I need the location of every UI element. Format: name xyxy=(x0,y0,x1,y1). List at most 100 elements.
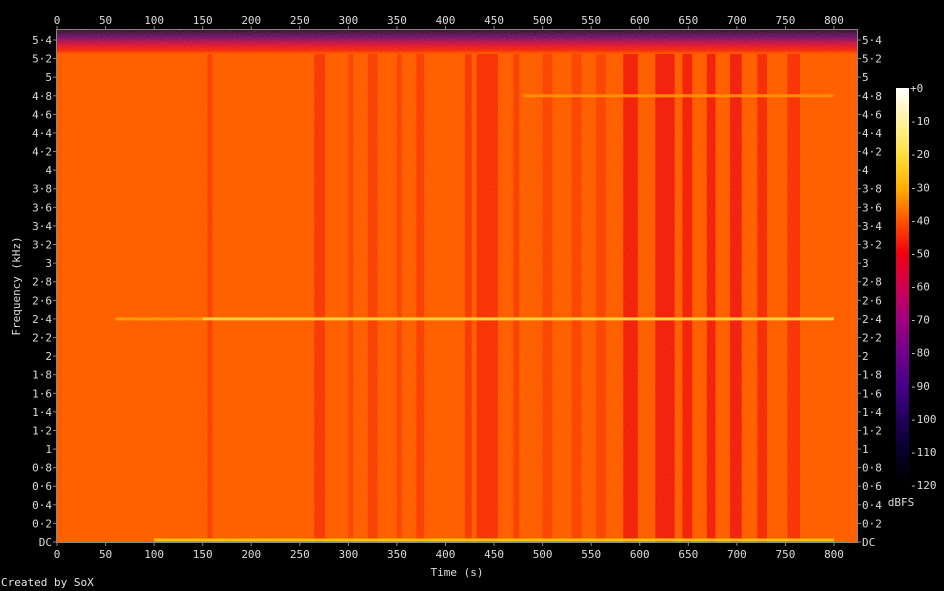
created-by-credit: Created by SoX xyxy=(1,576,94,589)
y-tick-label-left: 2·6 xyxy=(32,294,52,307)
colorbar-tick-label: -90 xyxy=(910,380,930,393)
x-tick-label-bottom: 100 xyxy=(144,548,164,561)
y-tick-label-left: 2 xyxy=(45,350,52,363)
y-tick-label-left: 1·4 xyxy=(32,406,52,419)
y-tick-label-left: 2·8 xyxy=(32,276,52,289)
y-tick-label-left: DC xyxy=(39,536,52,549)
y-tick-label-right: 3·6 xyxy=(862,201,882,214)
y-tick-label-left: 4·6 xyxy=(32,108,52,121)
x-tick-label-bottom: 350 xyxy=(387,548,407,561)
x-tick-label-top: 250 xyxy=(290,14,310,27)
colorbar-tick-label: -50 xyxy=(910,247,930,260)
y-tick-label-left: 2·2 xyxy=(32,331,52,344)
y-tick-label-right: 1·8 xyxy=(862,369,882,382)
y-axis-label: Frequency (kHz) xyxy=(10,236,23,335)
x-tick-label-top: 300 xyxy=(338,14,358,27)
y-tick-label-left: 0·6 xyxy=(32,480,52,493)
y-tick-label-right: 0·2 xyxy=(862,517,882,530)
y-tick-label-right: 4 xyxy=(862,164,869,177)
colorbar-tick-label: -100 xyxy=(910,413,937,426)
y-tick-label-left: 3·4 xyxy=(32,220,52,233)
x-tick-label-top: 750 xyxy=(776,14,796,27)
y-tick-label-right: 4·8 xyxy=(862,90,882,103)
y-tick-label-right: 5·2 xyxy=(862,53,882,66)
x-tick-label-bottom: 400 xyxy=(436,548,456,561)
x-tick-label-bottom: 600 xyxy=(630,548,650,561)
y-tick-label-right: 3 xyxy=(862,257,869,270)
y-tick-label-right: 0·6 xyxy=(862,480,882,493)
colorbar-tick-label: +0 xyxy=(910,82,923,95)
x-tick-label-top: 800 xyxy=(824,14,844,27)
y-tick-label-right: 4·6 xyxy=(862,108,882,121)
y-tick-label-right: 2·4 xyxy=(862,313,882,326)
y-tick-label-right: 0·4 xyxy=(862,499,882,512)
colorbar-tick-label: -20 xyxy=(910,148,930,161)
y-tick-label-left: 4·4 xyxy=(32,127,52,140)
x-tick-label-top: 600 xyxy=(630,14,650,27)
y-tick-label-right: 2·2 xyxy=(862,331,882,344)
y-tick-label-left: 5·2 xyxy=(32,53,52,66)
x-tick-label-bottom: 700 xyxy=(727,548,747,561)
x-tick-label-top: 450 xyxy=(484,14,504,27)
plot-frame xyxy=(56,29,858,543)
y-tick-label-right: 2·6 xyxy=(862,294,882,307)
noise-texture xyxy=(57,30,857,542)
x-tick-label-top: 150 xyxy=(193,14,213,27)
colorbar-tick-label: -30 xyxy=(910,181,930,194)
y-tick-label-right: 1 xyxy=(862,443,869,456)
y-tick-label-right: DC xyxy=(862,536,875,549)
y-tick-label-right: 3·8 xyxy=(862,183,882,196)
y-tick-label-left: 4 xyxy=(45,164,52,177)
y-tick-label-right: 1·4 xyxy=(862,406,882,419)
x-tick-label-bottom: 750 xyxy=(776,548,796,561)
x-tick-label-bottom: 450 xyxy=(484,548,504,561)
colorbar-tick-label: -120 xyxy=(910,479,937,492)
axes: 0 0 50 50 100 100 150 150 200 200 250 250 300 300 350 3… xyxy=(32,14,882,561)
x-axis-label: Time (s) xyxy=(431,566,484,579)
x-tick-label-top: 100 xyxy=(144,14,164,27)
x-tick-label-top: 500 xyxy=(533,14,553,27)
x-tick-label-bottom: 200 xyxy=(241,548,261,561)
x-tick-label-bottom: 650 xyxy=(678,548,698,561)
y-tick-label-right: 0·8 xyxy=(862,462,882,475)
y-tick-label-left: 1·2 xyxy=(32,424,52,437)
colorbar-tick-label: -70 xyxy=(910,314,930,327)
x-tick-label-bottom: 50 xyxy=(99,548,112,561)
x-tick-label-bottom: 500 xyxy=(533,548,553,561)
colorbar-ticks: +0 -10 -20 -30 -40 -50 -60 -70 -80 -90 -100 -110 -12… xyxy=(910,82,937,492)
y-tick-label-left: 1 xyxy=(45,443,52,456)
y-tick-label-left: 5 xyxy=(45,71,52,84)
colorbar-tick-label: -10 xyxy=(910,115,930,128)
y-tick-label-left: 5·4 xyxy=(32,34,52,47)
y-tick-label-left: 3·8 xyxy=(32,183,52,196)
colorbar xyxy=(896,88,909,485)
y-tick-label-left: 0·2 xyxy=(32,517,52,530)
y-tick-label-right: 5·4 xyxy=(862,34,882,47)
y-tick-label-left: 0·8 xyxy=(32,462,52,475)
y-tick-label-right: 3·4 xyxy=(862,220,882,233)
y-tick-label-left: 3·6 xyxy=(32,201,52,214)
y-tick-label-right: 4·2 xyxy=(862,146,882,159)
colorbar-tick-label: -60 xyxy=(910,281,930,294)
x-tick-label-top: 50 xyxy=(99,14,112,27)
y-tick-label-right: 1·6 xyxy=(862,387,882,400)
x-tick-label-top: 200 xyxy=(241,14,261,27)
colorbar-tick-label: -40 xyxy=(910,214,930,227)
x-tick-label-bottom: 550 xyxy=(581,548,601,561)
y-tick-label-left: 1·6 xyxy=(32,387,52,400)
colorbar-tick-label: -110 xyxy=(910,446,937,459)
y-tick-label-left: 4·8 xyxy=(32,90,52,103)
y-tick-label-left: 4·2 xyxy=(32,146,52,159)
x-tick-label-bottom: 0 xyxy=(54,548,61,561)
x-tick-label-top: 350 xyxy=(387,14,407,27)
colorbar-label: dBFS xyxy=(888,496,915,509)
colorbar-tick-label: -80 xyxy=(910,347,930,360)
y-tick-label-right: 1·2 xyxy=(862,424,882,437)
x-tick-label-top: 0 xyxy=(54,14,61,27)
y-tick-label-left: 2·4 xyxy=(32,313,52,326)
y-tick-label-right: 2·8 xyxy=(862,276,882,289)
y-tick-label-left: 1·8 xyxy=(32,369,52,382)
y-tick-label-right: 2 xyxy=(862,350,869,363)
y-tick-label-left: 3·2 xyxy=(32,239,52,252)
